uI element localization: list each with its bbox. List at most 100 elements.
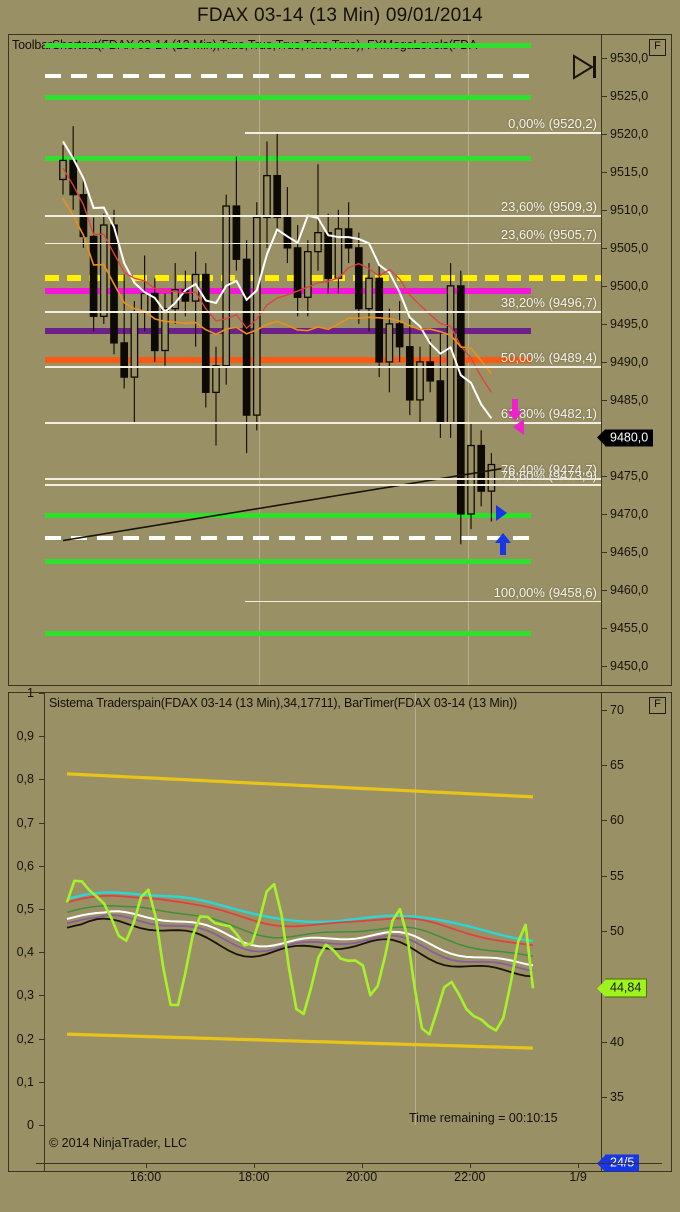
oscillator-indicator-label: Sistema Traderspain(FDAX 03-14 (13 Min),… bbox=[49, 696, 518, 710]
white-dashed-level-1 bbox=[45, 536, 531, 541]
oscillator-fast-signal bbox=[65, 879, 535, 1036]
price-tick-label-13: 9460,0 bbox=[610, 582, 649, 597]
skip-forward-icon[interactable] bbox=[572, 53, 602, 81]
signal-up-arrow bbox=[495, 533, 512, 556]
price-tick-4 bbox=[601, 209, 607, 211]
osc-right-tick-label-2: 60 bbox=[610, 813, 624, 828]
candle-body bbox=[150, 292, 159, 352]
oscillator-vertical-gridline bbox=[414, 693, 416, 1125]
osc-left-tick-label-10: 0 bbox=[27, 1117, 34, 1132]
osc-left-tick-5 bbox=[39, 909, 45, 910]
price-tick-14 bbox=[601, 627, 607, 629]
price-tick-label-2: 9520,0 bbox=[610, 126, 649, 141]
osc-right-tick-4 bbox=[601, 931, 607, 933]
osc-left-tick-label-9: 0,1 bbox=[16, 1074, 34, 1089]
price-tick-11 bbox=[601, 513, 607, 515]
fib-level-label-0: 0,00% (9520,2) bbox=[508, 116, 597, 132]
time-axis[interactable]: 16:00 18:00 20:00 22:00 1/9 bbox=[8, 1163, 672, 1193]
osc-left-tick-8 bbox=[39, 1038, 45, 1040]
price-y-axis[interactable]: 9530,0 9525,0 9520,0 9515,0 9510,0 9505,0 9500… bbox=[597, 35, 671, 685]
oscillator-y-axis-right[interactable]: 70 65 60 55 50 40 35 44,84 24/5 bbox=[597, 693, 671, 1172]
price-tick-1 bbox=[601, 95, 607, 97]
candle-body bbox=[212, 365, 220, 393]
osc-right-tick-label-0: 70 bbox=[610, 702, 624, 717]
price-tick-13 bbox=[601, 589, 607, 591]
osc-left-tick-3 bbox=[39, 822, 45, 824]
price-tick-label-9: 9485,0 bbox=[610, 392, 649, 407]
candle-body bbox=[487, 463, 496, 492]
price-tick-label-8: 9490,0 bbox=[610, 354, 649, 369]
price-tick-3 bbox=[601, 171, 607, 173]
oscillator-lower-band bbox=[66, 1032, 534, 1050]
price-tick-label-0: 9530,0 bbox=[610, 50, 649, 65]
price-tick-5 bbox=[601, 247, 607, 249]
fib-level-label-4: 50,00% (9489,4) bbox=[500, 350, 597, 366]
oscillator-panel-f-button[interactable]: F bbox=[649, 697, 666, 714]
orange-level-line bbox=[45, 357, 531, 364]
fib-level-label-2: 23,60% (9505,7) bbox=[500, 226, 597, 242]
oscillator-y-axis-left[interactable]: 1 0,9 0,8 0,7 0,6 0,5 0,4 0,3 0,2 0,1 0 bbox=[9, 687, 45, 1171]
time-tick-label-1: 18:00 bbox=[238, 1170, 270, 1184]
copyright-label: © 2014 NinjaTrader, LLC bbox=[49, 1136, 187, 1150]
candle-body bbox=[161, 308, 169, 352]
oscillator-left-axis-line bbox=[44, 693, 45, 1171]
osc-right-tick-0 bbox=[601, 709, 607, 711]
price-tick-0 bbox=[601, 57, 607, 59]
price-axis-line bbox=[601, 35, 602, 685]
time-tick-4 bbox=[578, 1163, 580, 1168]
fib-level-label-6: 76,40% (9474,7) bbox=[500, 462, 597, 478]
signal-right-triangle bbox=[495, 505, 507, 522]
candle-body bbox=[456, 285, 465, 515]
fib-level-label-5: 61,80% (9482,1) bbox=[500, 405, 597, 421]
time-remaining-label: Time remaining = 00:10:15 bbox=[409, 1111, 558, 1125]
candle-body bbox=[273, 174, 282, 219]
time-tick-2 bbox=[361, 1163, 363, 1168]
candle-body bbox=[385, 323, 394, 363]
price-tick-label-1: 9525,0 bbox=[610, 88, 649, 103]
green-level-line-0 bbox=[45, 43, 531, 49]
price-tick-6 bbox=[601, 285, 607, 287]
fib-level-line-5 bbox=[45, 421, 601, 424]
candle-body bbox=[263, 174, 271, 219]
green-level-line-2 bbox=[45, 155, 531, 161]
price-tick-8 bbox=[601, 361, 607, 363]
fib-level-line-1 bbox=[45, 215, 601, 217]
candle-body bbox=[477, 444, 486, 492]
white-dashed-level-0 bbox=[45, 74, 531, 79]
price-chart-panel[interactable]: ToolbarShortcut(FDAX 03-14 (13 Min),True… bbox=[8, 34, 672, 686]
fib-level-label-3: 38,20% (9496,7) bbox=[500, 294, 597, 310]
candle-body bbox=[395, 323, 404, 348]
green-level-line-3 bbox=[45, 512, 531, 518]
osc-right-tick-2 bbox=[601, 820, 607, 822]
osc-left-tick-label-0: 1 bbox=[27, 685, 34, 700]
candle-body bbox=[293, 247, 302, 298]
oscillator-upper-band bbox=[66, 772, 534, 799]
candle-body bbox=[242, 258, 251, 416]
fib-level-label-7: 78,60% (9473,9) bbox=[500, 468, 597, 484]
oscillator-value-tag: 44,84 bbox=[597, 978, 648, 998]
osc-right-tick-label-6: 35 bbox=[610, 1090, 624, 1105]
osc-left-tick-label-7: 0,3 bbox=[16, 988, 34, 1003]
osc-left-tick-10 bbox=[39, 1125, 45, 1126]
oscillator-purple-ma bbox=[66, 914, 534, 972]
price-plot-area[interactable]: 0,00% (9520,2) 23,60% (9509,3) 23,60% (950… bbox=[45, 35, 601, 685]
fib-level-line-0 bbox=[245, 132, 601, 134]
time-tick-label-3: 22:00 bbox=[454, 1170, 486, 1184]
price-panel-f-button[interactable]: F bbox=[649, 39, 666, 56]
time-tick-3 bbox=[469, 1163, 471, 1168]
candle-body bbox=[201, 273, 210, 393]
time-tick-label-0: 16:00 bbox=[129, 1170, 162, 1184]
time-tick-1 bbox=[253, 1163, 255, 1168]
fib-level-line-8 bbox=[245, 600, 601, 603]
green-level-line-4 bbox=[45, 558, 531, 564]
osc-right-tick-6 bbox=[601, 1097, 607, 1099]
candle-body bbox=[232, 205, 241, 260]
osc-right-tick-5 bbox=[601, 1041, 607, 1043]
time-tick-0 bbox=[145, 1163, 147, 1168]
osc-left-tick-1 bbox=[39, 736, 45, 738]
osc-left-tick-6 bbox=[39, 952, 45, 954]
candle-body bbox=[140, 292, 149, 314]
oscillator-plot-area[interactable] bbox=[45, 693, 601, 1125]
white-ma-line bbox=[62, 140, 493, 419]
oscillator-panel[interactable]: Sistema Traderspain(FDAX 03-14 (13 Min),… bbox=[8, 687, 672, 1172]
